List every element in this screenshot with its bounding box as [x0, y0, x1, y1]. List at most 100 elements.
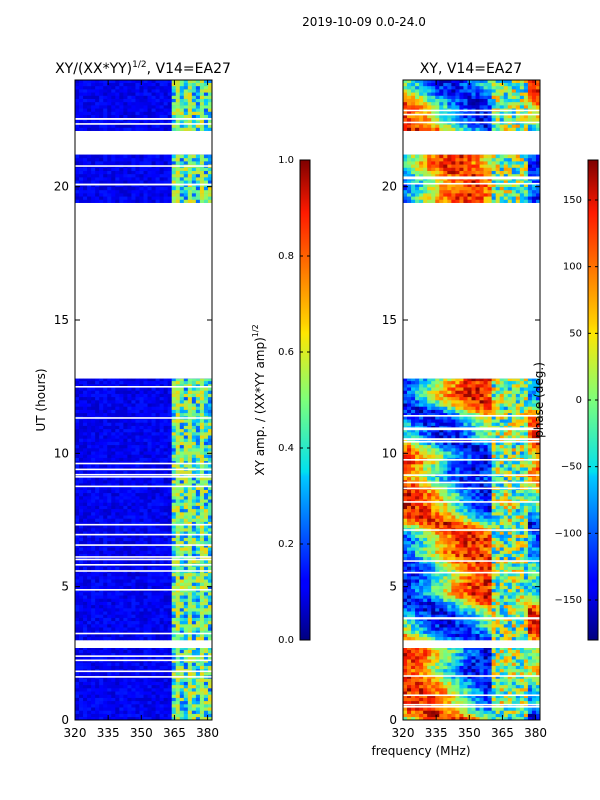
- heatmap-cell: [199, 186, 205, 191]
- heatmap-cell: [79, 393, 84, 398]
- heatmap-cell: [187, 380, 193, 385]
- heatmap-cell: [199, 448, 205, 452]
- heatmap-cell: [79, 161, 84, 165]
- heatmap-cell: [183, 518, 189, 522]
- heatmap-cell: [75, 672, 80, 676]
- heatmap-cell: [115, 649, 120, 654]
- heatmap-cell: [127, 582, 132, 586]
- heatmap-cell: [159, 177, 164, 181]
- heatmap-cell: [131, 620, 136, 625]
- heatmap-cell: [151, 101, 156, 106]
- heatmap-cell: [99, 444, 104, 449]
- heatmap-cell: [123, 492, 128, 497]
- heatmap-cell: [135, 157, 140, 162]
- heatmap-cell: [187, 502, 193, 506]
- heatmap-cell: [143, 387, 148, 391]
- heatmap-cell: [479, 707, 484, 711]
- heatmap-cell: [91, 476, 96, 481]
- heatmap-cell: [151, 476, 156, 481]
- heatmap-cell: [159, 180, 164, 184]
- heatmap-cell: [167, 161, 173, 165]
- heatmap-cell: [115, 438, 120, 442]
- heatmap-cell: [79, 614, 84, 618]
- heatmap-cell: [95, 451, 100, 455]
- heatmap-cell: [199, 451, 205, 455]
- heatmap-cell: [503, 707, 509, 711]
- heatmap-cell: [115, 400, 120, 404]
- heatmap-cell: [115, 412, 120, 417]
- heatmap-cell: [199, 480, 205, 484]
- heatmap-cell: [75, 684, 80, 689]
- heatmap-cell: [139, 648, 144, 650]
- heatmap-cell: [87, 409, 92, 414]
- heatmap-cell: [439, 713, 444, 718]
- heatmap-cell: [111, 713, 116, 718]
- heatmap-cell: [191, 384, 197, 388]
- heatmap-cell: [143, 505, 148, 510]
- heatmap-cell: [163, 111, 168, 115]
- heatmap-cell: [139, 403, 144, 407]
- heatmap-cell: [79, 499, 84, 503]
- heatmap-cell: [103, 114, 108, 119]
- heatmap-cell: [143, 476, 148, 481]
- heatmap-cell: [83, 648, 88, 650]
- heatmap-cell: [183, 534, 189, 538]
- heatmap-cell: [443, 716, 448, 720]
- figure-suptitle: 2019-10-09 0.0-24.0: [302, 15, 426, 29]
- heatmap-cell: [203, 614, 209, 618]
- heatmap-cell: [195, 105, 201, 109]
- heatmap-cell: [111, 572, 116, 577]
- heatmap-cell: [111, 595, 116, 599]
- heatmap-cell: [139, 451, 144, 455]
- heatmap-cell: [199, 649, 205, 654]
- heatmap-cell: [187, 556, 193, 561]
- heatmap-cell: [155, 652, 160, 657]
- heatmap-cell: [95, 95, 100, 99]
- heatmap-cell: [127, 193, 132, 197]
- heatmap-cell: [135, 127, 140, 131]
- heatmap-cell: [75, 419, 80, 423]
- heatmap-cell: [123, 521, 128, 526]
- heatmap-cell: [79, 515, 84, 519]
- heatmap-cell: [119, 425, 124, 430]
- heatmap-cell: [103, 457, 108, 462]
- heatmap-cell: [179, 624, 185, 628]
- heatmap-cell: [151, 576, 156, 580]
- heatmap-cell: [187, 496, 193, 500]
- heatmap-cell: [175, 101, 181, 106]
- heatmap-cell: [191, 531, 197, 535]
- heatmap-cell: [99, 553, 104, 558]
- heatmap-cell: [527, 700, 533, 705]
- heatmap-cell: [503, 716, 509, 720]
- heatmap-cell: [155, 380, 160, 385]
- heatmap-cell: [191, 601, 197, 606]
- heatmap-cell: [147, 710, 152, 714]
- heatmap-cell: [431, 697, 436, 702]
- heatmap-cell: [207, 704, 212, 708]
- heatmap-cell: [443, 707, 448, 711]
- heatmap-cell: [191, 400, 197, 404]
- heatmap-cell: [163, 85, 168, 90]
- heatmap-cell: [103, 496, 108, 500]
- heatmap-cell: [191, 396, 197, 401]
- heatmap-cell: [195, 384, 201, 388]
- heatmap-cell: [83, 384, 88, 388]
- heatmap-cell: [187, 444, 193, 449]
- heatmap-cell: [115, 547, 120, 551]
- heatmap-cell: [115, 451, 120, 455]
- heatmap-cell: [87, 85, 92, 90]
- heatmap-cell: [155, 614, 160, 618]
- heatmap-cell: [143, 534, 148, 538]
- heatmap-cell: [103, 684, 108, 689]
- heatmap-cell: [199, 444, 205, 449]
- heatmap-cell: [187, 173, 193, 178]
- heatmap-cell: [123, 505, 128, 510]
- heatmap-cell: [123, 649, 128, 654]
- heatmap-cell: [127, 502, 132, 506]
- heatmap-cell: [191, 576, 197, 580]
- heatmap-cell: [207, 681, 212, 686]
- heatmap-cell: [139, 95, 144, 99]
- heatmap-cell: [107, 700, 112, 705]
- heatmap-cell: [171, 486, 177, 490]
- heatmap-cell: [203, 656, 209, 660]
